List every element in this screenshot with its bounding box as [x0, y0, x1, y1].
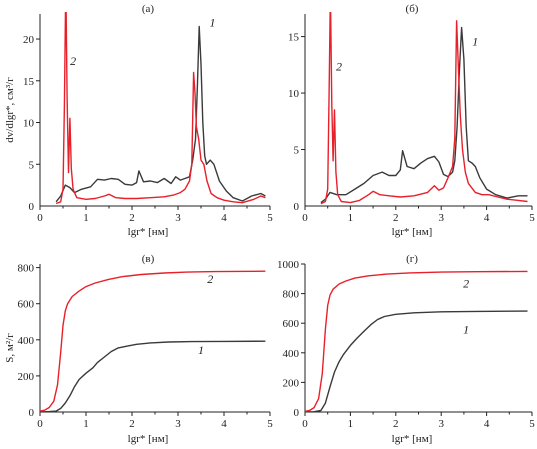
panel-b-xlabel: lgr* [нм]	[392, 226, 433, 238]
x-tick-label: 4	[484, 418, 490, 430]
x-tick-label: 0	[37, 418, 43, 430]
x-tick-label: 5	[529, 418, 535, 430]
curve-label-2: 2	[207, 272, 213, 286]
panel-b: (б) 0 1 2 3 4 5 5 10 15 0 1 2 lgr* [нм]	[288, 3, 535, 238]
panel-a-xlabel: lgr* [нм]	[128, 226, 169, 238]
y-tick-label: 1000	[277, 259, 300, 271]
panel-d-xlabel: lgr* [нм]	[392, 433, 433, 445]
series-1-line	[320, 26, 528, 204]
y-tick-label: 10	[23, 118, 35, 130]
x-tick-label: 4	[221, 418, 227, 430]
x-tick-label: 1	[348, 418, 354, 430]
curve-label-1: 1	[210, 16, 216, 30]
x-tick-label: 5	[267, 212, 273, 224]
panel-c: (в) 0 1 2 3 4 5 200 400 600 800 0 2 1 S, м²/г lgr* […	[4, 253, 273, 445]
panel-d-title: (г)	[406, 253, 418, 265]
y-tick-label: 10	[288, 88, 300, 100]
x-tick-label: 2	[393, 212, 399, 224]
x-tick-label: 3	[438, 212, 444, 224]
series-1-line	[40, 340, 266, 412]
y-tick-label: 200	[283, 377, 300, 389]
panel-d: (г) 0 1 2 3 4 5 200 400 600 800 1000 0 2 1 lgr* [нм]	[277, 253, 535, 445]
curve-label-1: 1	[198, 343, 204, 357]
x-tick-label: 3	[175, 212, 181, 224]
curve-label-1: 1	[472, 35, 478, 49]
curve-label-2: 2	[336, 59, 342, 73]
series-2-line	[305, 270, 528, 412]
curve-label-2: 2	[70, 54, 76, 68]
panel-c-axes: 0 1 2 3 4 5 200 400 600 800 0 2 1	[18, 263, 274, 430]
panel-a: (а) 0 1 2 3 4 5 5 10 15 20 0 1 2 dv/dlgr*, см³/г lgr…	[4, 3, 273, 238]
y-tick-label: 800	[283, 289, 300, 301]
y-tick-label: 15	[288, 32, 300, 44]
x-tick-label: 3	[438, 418, 444, 430]
panel-c-ylabel: S, м²/г	[4, 333, 16, 363]
series-1-line	[305, 310, 528, 412]
x-tick-label: 0	[302, 212, 308, 224]
x-tick-label: 2	[129, 418, 135, 430]
y-tick-label: 5	[29, 159, 35, 171]
y-tick-label: 0	[294, 201, 300, 213]
panel-b-title: (б)	[406, 3, 419, 15]
panel-a-ylabel: dv/dlgr*, см³/г	[4, 77, 16, 143]
x-tick-label: 2	[393, 418, 399, 430]
series-1-line	[55, 25, 266, 203]
y-tick-label: 600	[283, 318, 300, 330]
panel-b-axes: 0 1 2 3 4 5 5 10 15 0 1 2	[288, 12, 535, 224]
y-tick-label: 800	[18, 263, 35, 275]
x-tick-label: 4	[484, 212, 490, 224]
y-tick-label: 0	[294, 407, 300, 419]
x-tick-label: 2	[129, 212, 135, 224]
x-tick-label: 4	[221, 212, 227, 224]
x-tick-label: 1	[83, 418, 89, 430]
y-tick-label: 400	[283, 348, 300, 360]
y-tick-label: 20	[23, 34, 35, 46]
series-2-line	[55, 12, 266, 205]
x-tick-label: 1	[83, 212, 89, 224]
panel-c-title: (в)	[142, 253, 155, 265]
y-tick-label: 200	[18, 371, 35, 383]
x-tick-label: 0	[302, 418, 308, 430]
y-tick-label: 0	[29, 201, 35, 213]
y-tick-label: 0	[29, 407, 35, 419]
x-tick-label: 5	[529, 212, 535, 224]
panel-c-xlabel: lgr* [нм]	[128, 433, 169, 445]
y-tick-label: 5	[294, 145, 300, 157]
panel-a-axes: 0 1 2 3 4 5 5 10 15 20 0 1 2	[23, 12, 273, 224]
curve-label-1: 1	[463, 323, 469, 337]
panel-d-axes: 0 1 2 3 4 5 200 400 600 800 1000 0 2 1	[277, 259, 535, 430]
y-tick-label: 15	[23, 76, 35, 88]
series-2-line	[320, 12, 528, 205]
x-tick-label: 3	[175, 418, 181, 430]
curve-label-2: 2	[463, 277, 469, 291]
y-tick-label: 600	[18, 299, 35, 311]
x-tick-label: 1	[348, 212, 354, 224]
y-tick-label: 400	[18, 335, 35, 347]
x-tick-label: 0	[37, 212, 43, 224]
series-2-line	[40, 270, 266, 412]
panel-a-title: (а)	[142, 3, 155, 15]
x-tick-label: 5	[267, 418, 273, 430]
